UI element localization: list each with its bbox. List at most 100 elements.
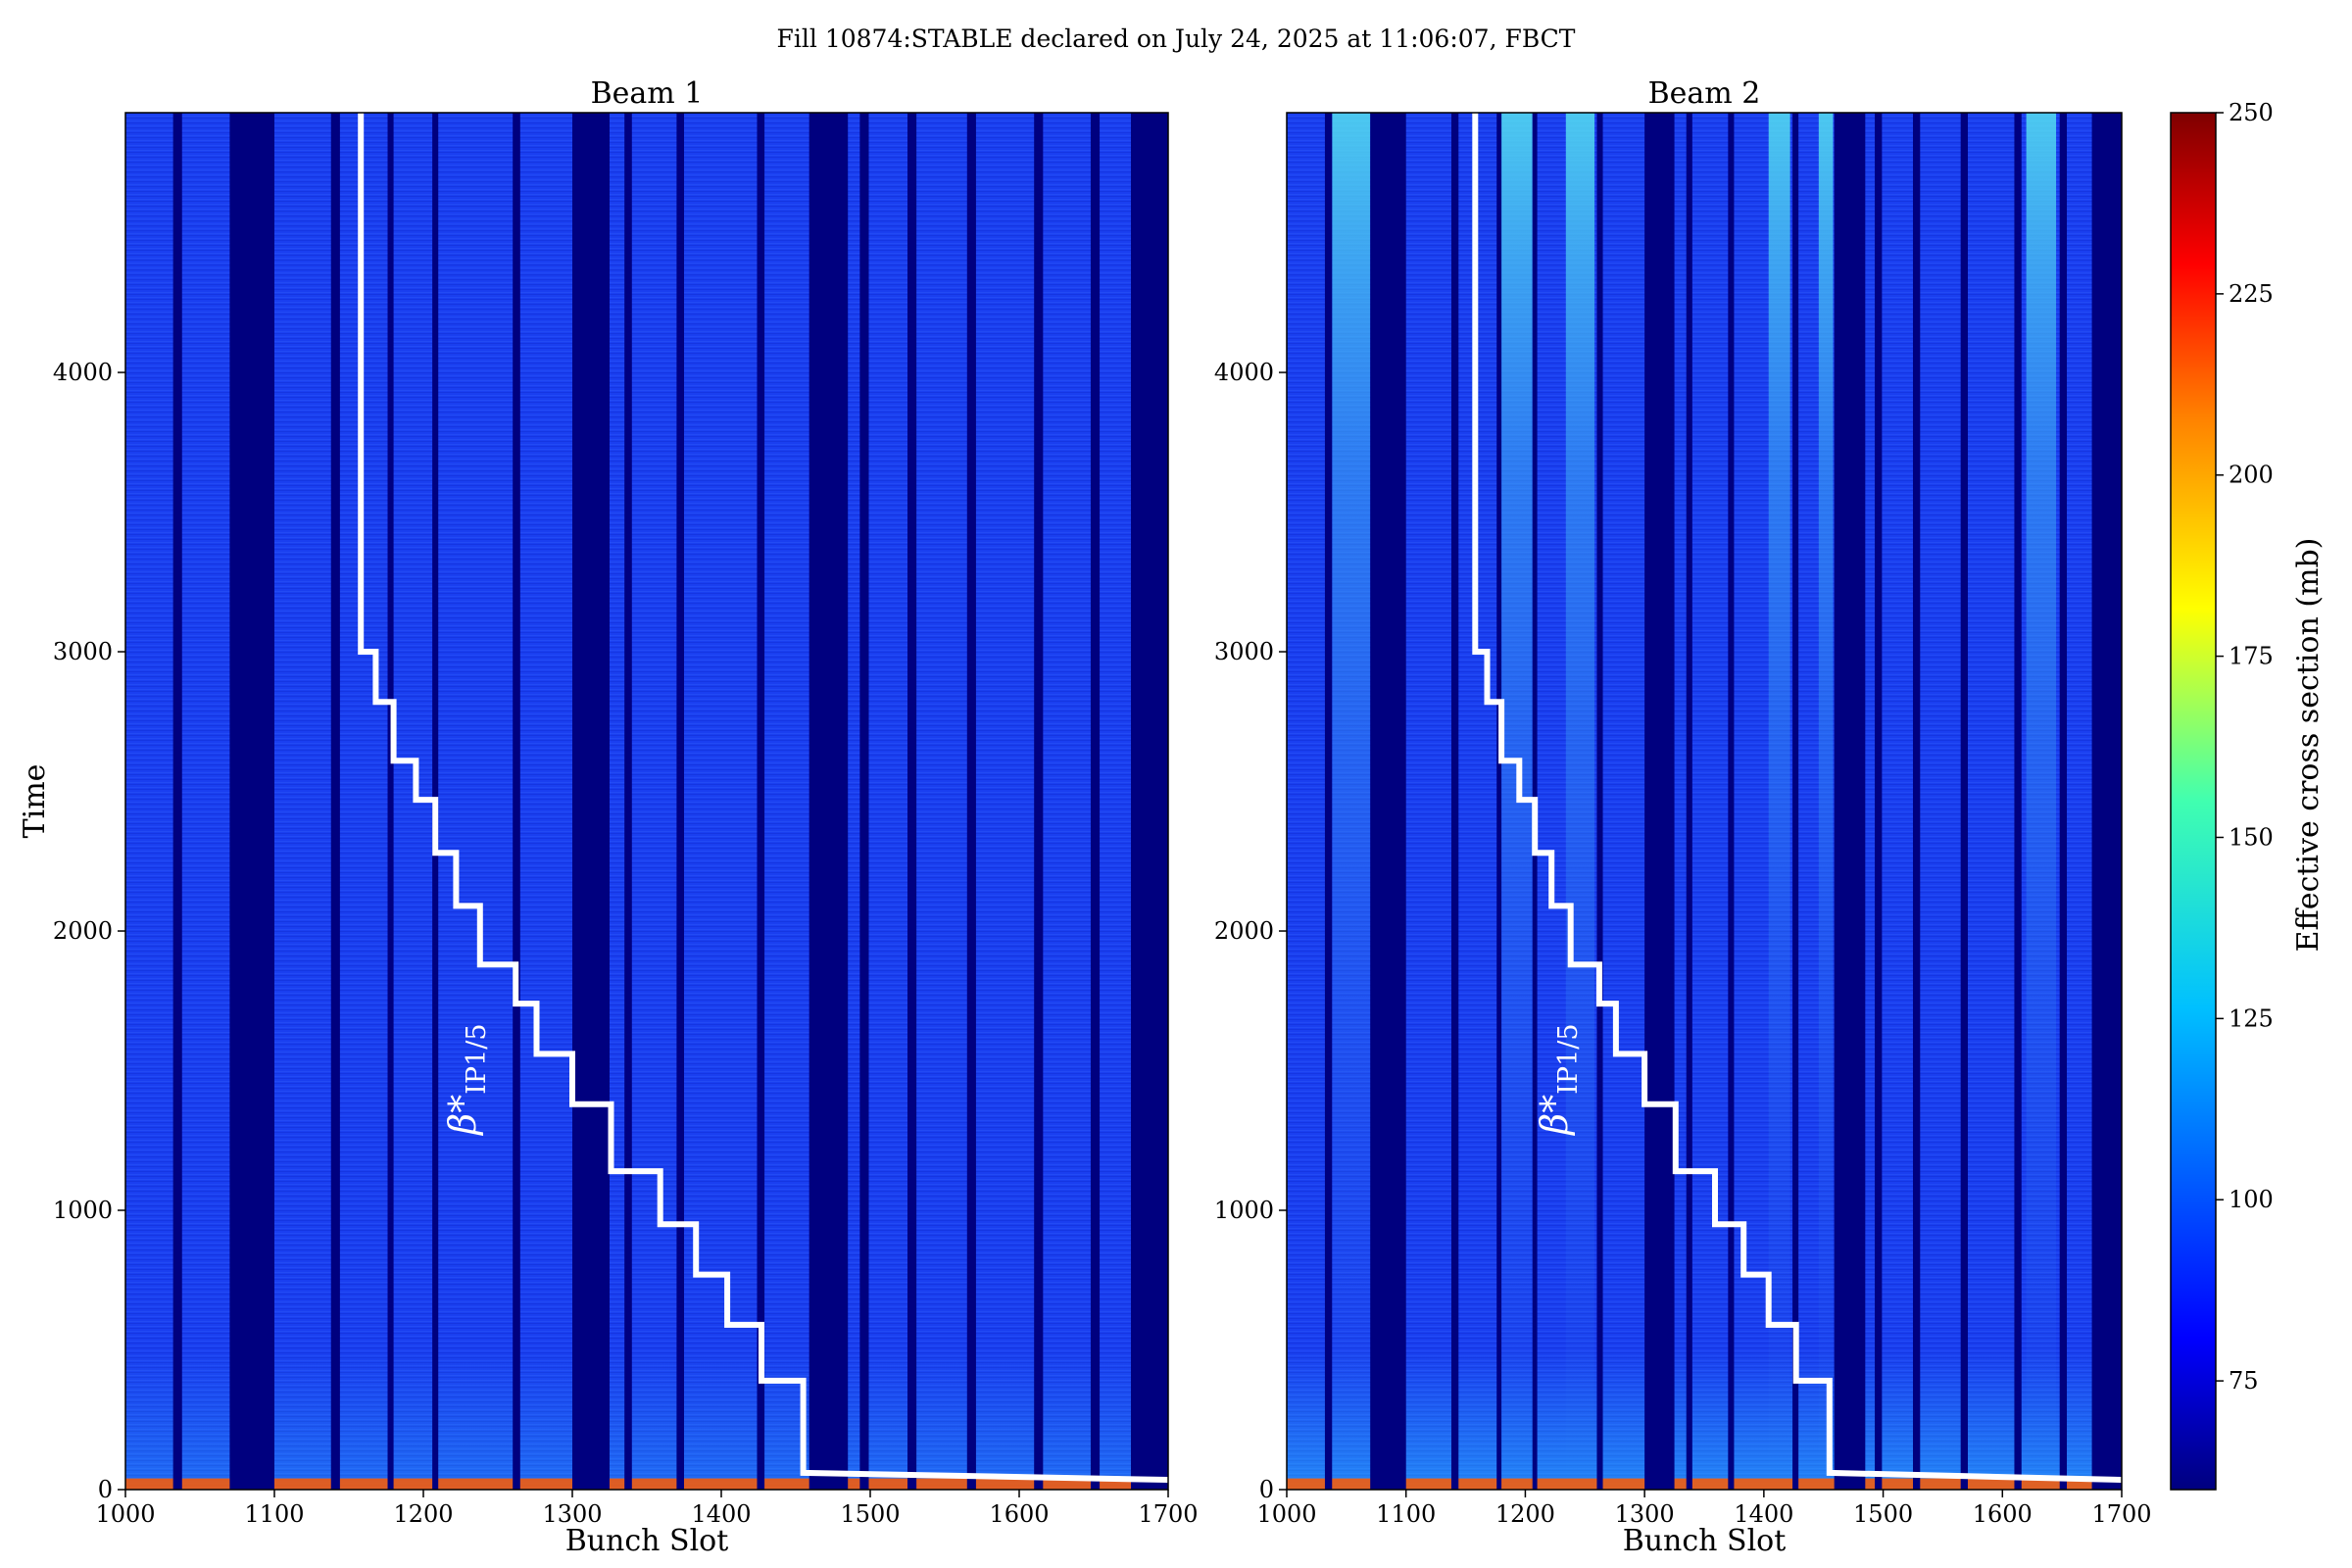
annotation-subscript: IP1/5 (1553, 1023, 1584, 1094)
hot-slot-band (1332, 113, 1371, 1490)
y-tick-label: 4000 (1214, 359, 1274, 386)
x-axis-label: Bunch Slot (1623, 1524, 1787, 1558)
y-tick-label: 2000 (53, 917, 113, 945)
beta-star-annotation: β*IP1/5 (1533, 1023, 1584, 1136)
empty-slot-band (513, 113, 520, 1490)
colorbar-tick-label: 250 (2229, 99, 2274, 126)
empty-slot-band (859, 113, 869, 1490)
empty-slot-band (1960, 113, 1968, 1490)
empty-slot-band (1644, 113, 1675, 1490)
heatmap-texture (1287, 113, 2122, 1490)
empty-slot-band (2059, 113, 2068, 1490)
empty-slot-band (1034, 113, 1044, 1490)
empty-slot-band (1090, 113, 1101, 1490)
hot-slot-band (1768, 113, 1790, 1490)
x-tick-label: 1300 (1615, 1500, 1675, 1528)
hot-slot-band (1565, 113, 1595, 1490)
empty-slot-band (1496, 113, 1502, 1490)
empty-slot-band (1370, 113, 1406, 1490)
initial-burst (1287, 1478, 2122, 1490)
x-tick-label: 1000 (95, 1500, 155, 1528)
colorbar-label: Effective cross section (mb) (2291, 538, 2326, 953)
annotation-subscript: IP1/5 (462, 1023, 492, 1094)
y-tick-label: 4000 (53, 359, 113, 386)
empty-slot-band (572, 113, 610, 1490)
empty-slot-band (966, 113, 976, 1490)
x-axis-label: Bunch Slot (565, 1524, 729, 1558)
empty-slot-band (907, 113, 917, 1490)
y-tick-label: 0 (1259, 1476, 1274, 1503)
x-tick-label: 1700 (1138, 1500, 1198, 1528)
heatmap (1287, 113, 2122, 1490)
colorbar-tick-label: 225 (2229, 280, 2274, 308)
panel-title: Beam 1 (591, 76, 704, 111)
colorbar: 75 100 125 150 175 200 225 250 Effective cross … (2170, 99, 2326, 1491)
x-tick-label: 1400 (1734, 1500, 1793, 1528)
empty-slot-band (1792, 113, 1799, 1490)
panel-title: Beam 2 (1648, 76, 1761, 111)
early-time-glow (125, 1349, 1168, 1490)
beta-star-line (1472, 113, 2122, 1483)
x-tick-label: 1500 (1853, 1500, 1913, 1528)
empty-slot-band (1686, 113, 1692, 1490)
colorbar-tick-label: 200 (2229, 462, 2274, 489)
beta-star-annotation: β*IP1/5 (441, 1023, 492, 1136)
colorbar-tick-label: 125 (2229, 1004, 2274, 1032)
x-tick-label: 1000 (1256, 1500, 1316, 1528)
empty-slot-band (1728, 113, 1735, 1490)
x-tick-label: 1200 (1495, 1500, 1555, 1528)
x-tick-label: 1700 (2091, 1500, 2151, 1528)
plot-frame (124, 112, 1169, 1491)
heatmap-texture (125, 113, 1168, 1490)
empty-slot-band (1324, 113, 1333, 1490)
empty-slot-band (1913, 113, 1921, 1490)
y-tick-label: 1000 (1214, 1197, 1274, 1224)
beam-2-panel: β*IP1/5 1000 1100 1200 1300 1400 1500 1600 1700 0… (1214, 76, 2152, 1558)
colorbar-gradient (2170, 112, 2217, 1491)
empty-slot-band (808, 113, 849, 1490)
y-tick-label: 0 (98, 1476, 113, 1503)
y-tick-label: 3000 (1214, 638, 1274, 665)
colorbar-tick-label: 150 (2229, 823, 2274, 851)
x-tick-label: 1600 (1973, 1500, 2033, 1528)
x-tick-label: 1500 (840, 1500, 900, 1528)
initial-burst (125, 1478, 1168, 1490)
empty-slot-band (229, 113, 274, 1490)
empty-slot-band (2014, 113, 2022, 1490)
x-tick-label: 1200 (393, 1500, 453, 1528)
empty-slot-band (387, 113, 394, 1490)
empty-slot-band (757, 113, 765, 1490)
annotation-symbol: β* (1533, 1095, 1576, 1137)
colorbar-tick-label: 175 (2229, 643, 2274, 670)
hot-slot-band (1818, 113, 1834, 1490)
figure-title: Fill 10874:STABLE declared on July 24, 2… (777, 24, 1576, 53)
annotation-symbol: β* (441, 1095, 484, 1137)
beta-star-line (358, 113, 1168, 1483)
hot-slot-band (2026, 113, 2057, 1490)
empty-slot-band (1131, 113, 1168, 1490)
beam-1-panel: β*IP1/5 1000 1100 1200 1300 1400 1500 1600 1700 0… (18, 76, 1199, 1558)
x-tick-label: 1100 (1376, 1500, 1436, 1528)
x-tick-label: 1600 (989, 1500, 1049, 1528)
empty-slot-band (1596, 113, 1603, 1490)
y-tick-label: 1000 (53, 1197, 113, 1224)
empty-slot-band (624, 113, 632, 1490)
empty-slot-band (1875, 113, 1883, 1490)
colorbar-tick-label: 75 (2229, 1367, 2259, 1395)
x-tick-label: 1400 (691, 1500, 751, 1528)
empty-slot-band (1450, 113, 1459, 1490)
empty-slot-band (330, 113, 340, 1490)
x-tick-label: 1300 (542, 1500, 602, 1528)
colorbar-tick-label: 100 (2229, 1186, 2274, 1213)
empty-slot-band (676, 113, 684, 1490)
empty-slot-band (1834, 113, 1866, 1490)
early-time-glow (1287, 1349, 2122, 1490)
y-axis-label: Time (18, 764, 52, 839)
x-tick-label: 1100 (244, 1500, 304, 1528)
empty-slot-band (172, 113, 182, 1490)
empty-slot-band (2091, 113, 2122, 1490)
y-tick-label: 3000 (53, 638, 113, 665)
y-tick-label: 2000 (1214, 917, 1274, 945)
heatmap (125, 113, 1168, 1490)
